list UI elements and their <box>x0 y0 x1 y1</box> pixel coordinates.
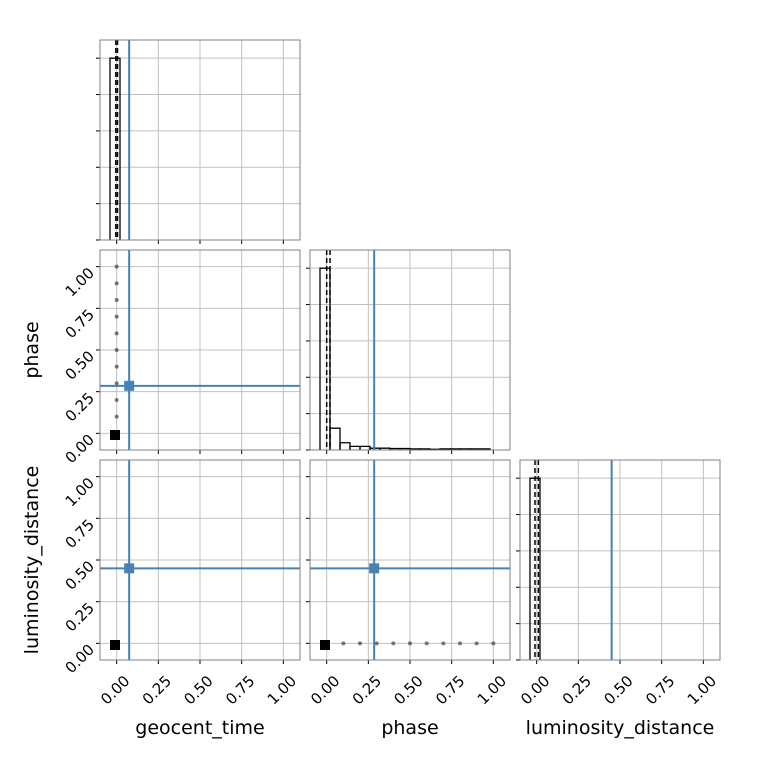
sample-point <box>114 281 119 286</box>
y-tick-label: 0.75 <box>62 306 98 342</box>
x-tick-label: 0.00 <box>517 672 553 708</box>
hist-bin <box>479 448 491 450</box>
hist-bin <box>109 57 121 240</box>
plot-area <box>310 460 510 660</box>
sample-point <box>114 298 119 302</box>
sample-point <box>114 264 119 269</box>
sample-point <box>391 641 396 646</box>
sample-point <box>424 641 429 646</box>
plot-area <box>100 250 300 450</box>
panel-frame <box>309 459 511 661</box>
sample-point <box>474 641 479 646</box>
sample-point <box>114 398 119 402</box>
x-axis-label: phase <box>381 717 438 739</box>
x-tick-label: 1.00 <box>474 672 510 708</box>
panel: 0.00 0.25 0.50 0.75 1.000.000.250.500.751.00… <box>21 459 301 739</box>
hist-bin <box>319 267 331 450</box>
panel-frame <box>99 249 301 451</box>
plot-area <box>529 460 613 660</box>
panel <box>306 249 511 454</box>
sample-point <box>114 314 119 319</box>
y-tick-label: 0.25 <box>62 389 98 425</box>
panel <box>96 39 301 244</box>
x-tick-label: 0.75 <box>432 672 468 708</box>
y-axis-label: luminosity_distance <box>21 466 43 655</box>
plot-area <box>100 460 300 660</box>
hist-bin <box>339 442 351 450</box>
x-tick-label: 0.25 <box>559 672 595 708</box>
sample-point <box>374 641 379 646</box>
y-tick-label: 1.00 <box>62 264 98 300</box>
peak-marker <box>320 640 330 650</box>
peak-marker <box>110 640 120 650</box>
y-tick-label: 0.00 <box>62 431 98 467</box>
sample-point <box>458 641 462 646</box>
sample-point <box>114 364 119 369</box>
x-tick-label: 0.00 <box>97 672 133 708</box>
sample-point <box>114 414 119 419</box>
x-axis-label: luminosity_distance <box>526 717 715 739</box>
peak-marker <box>110 430 120 440</box>
sample-point <box>358 641 362 646</box>
panel-frame <box>99 39 301 241</box>
x-tick-label: 0.50 <box>600 672 636 708</box>
truth-marker <box>124 563 135 574</box>
x-tick-label: 0.50 <box>390 672 426 708</box>
hist-bin <box>329 427 341 450</box>
x-tick-label: 0.75 <box>222 672 258 708</box>
x-tick-label: 0.50 <box>180 672 216 708</box>
x-tick-label: 0.75 <box>642 672 678 708</box>
panel-frame <box>519 459 721 661</box>
panel: 0.00 0.25 0.50 0.75 1.00 phase <box>21 249 301 467</box>
sample-point <box>341 641 346 646</box>
y-tick-label: 0.25 <box>62 599 98 635</box>
y-tick-label: 1.00 <box>62 474 98 510</box>
hist-bin <box>349 445 361 450</box>
x-tick-label: 0.00 <box>307 672 343 708</box>
plot-area <box>109 40 131 240</box>
y-tick-label: 0.00 <box>62 641 98 677</box>
x-tick-label: 0.25 <box>349 672 385 708</box>
truth-marker <box>124 380 135 391</box>
y-tick-label: 0.75 <box>62 516 98 552</box>
panel: 0.00 0.25 0.50 0.75 1.00 luminosity_distance <box>516 459 721 739</box>
plot-area <box>319 250 491 450</box>
panel-frame <box>309 249 511 451</box>
sample-point <box>408 641 412 646</box>
truth-marker <box>369 563 380 574</box>
sample-point <box>114 331 119 336</box>
sample-point <box>114 348 119 352</box>
panel-frame <box>99 459 301 661</box>
sample-point <box>491 641 496 646</box>
y-tick-label: 0.50 <box>62 557 98 593</box>
x-tick-label: 1.00 <box>264 672 300 708</box>
x-axis-label: geocent_time <box>135 717 264 739</box>
x-tick-label: 1.00 <box>684 672 720 708</box>
y-axis-label: phase <box>21 321 43 378</box>
y-tick-label: 0.50 <box>62 347 98 383</box>
sample-point <box>114 381 119 386</box>
sample-point <box>441 641 446 646</box>
x-tick-label: 0.25 <box>139 672 175 708</box>
